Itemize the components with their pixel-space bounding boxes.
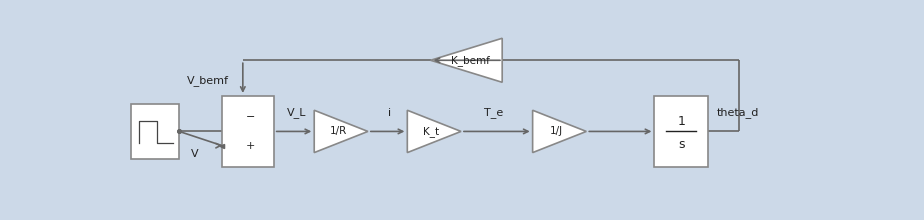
Text: 1/J: 1/J bbox=[550, 126, 564, 136]
Text: theta_d: theta_d bbox=[717, 107, 760, 118]
Text: +: + bbox=[246, 141, 255, 151]
Text: −: − bbox=[246, 112, 255, 122]
Text: K_bemf: K_bemf bbox=[451, 55, 490, 66]
Polygon shape bbox=[407, 110, 461, 153]
Text: K_t: K_t bbox=[423, 126, 440, 137]
Polygon shape bbox=[532, 110, 587, 153]
Text: i: i bbox=[388, 108, 391, 118]
FancyBboxPatch shape bbox=[222, 96, 274, 167]
FancyBboxPatch shape bbox=[130, 104, 179, 159]
FancyBboxPatch shape bbox=[654, 96, 708, 167]
Text: T_e: T_e bbox=[484, 107, 504, 118]
Text: V: V bbox=[190, 148, 199, 159]
Polygon shape bbox=[314, 110, 368, 153]
Polygon shape bbox=[431, 38, 503, 82]
Text: 1: 1 bbox=[677, 115, 686, 128]
Text: s: s bbox=[678, 138, 685, 151]
Text: V_bemf: V_bemf bbox=[187, 75, 229, 86]
Text: 1/R: 1/R bbox=[330, 126, 347, 136]
Text: V_L: V_L bbox=[287, 107, 307, 118]
